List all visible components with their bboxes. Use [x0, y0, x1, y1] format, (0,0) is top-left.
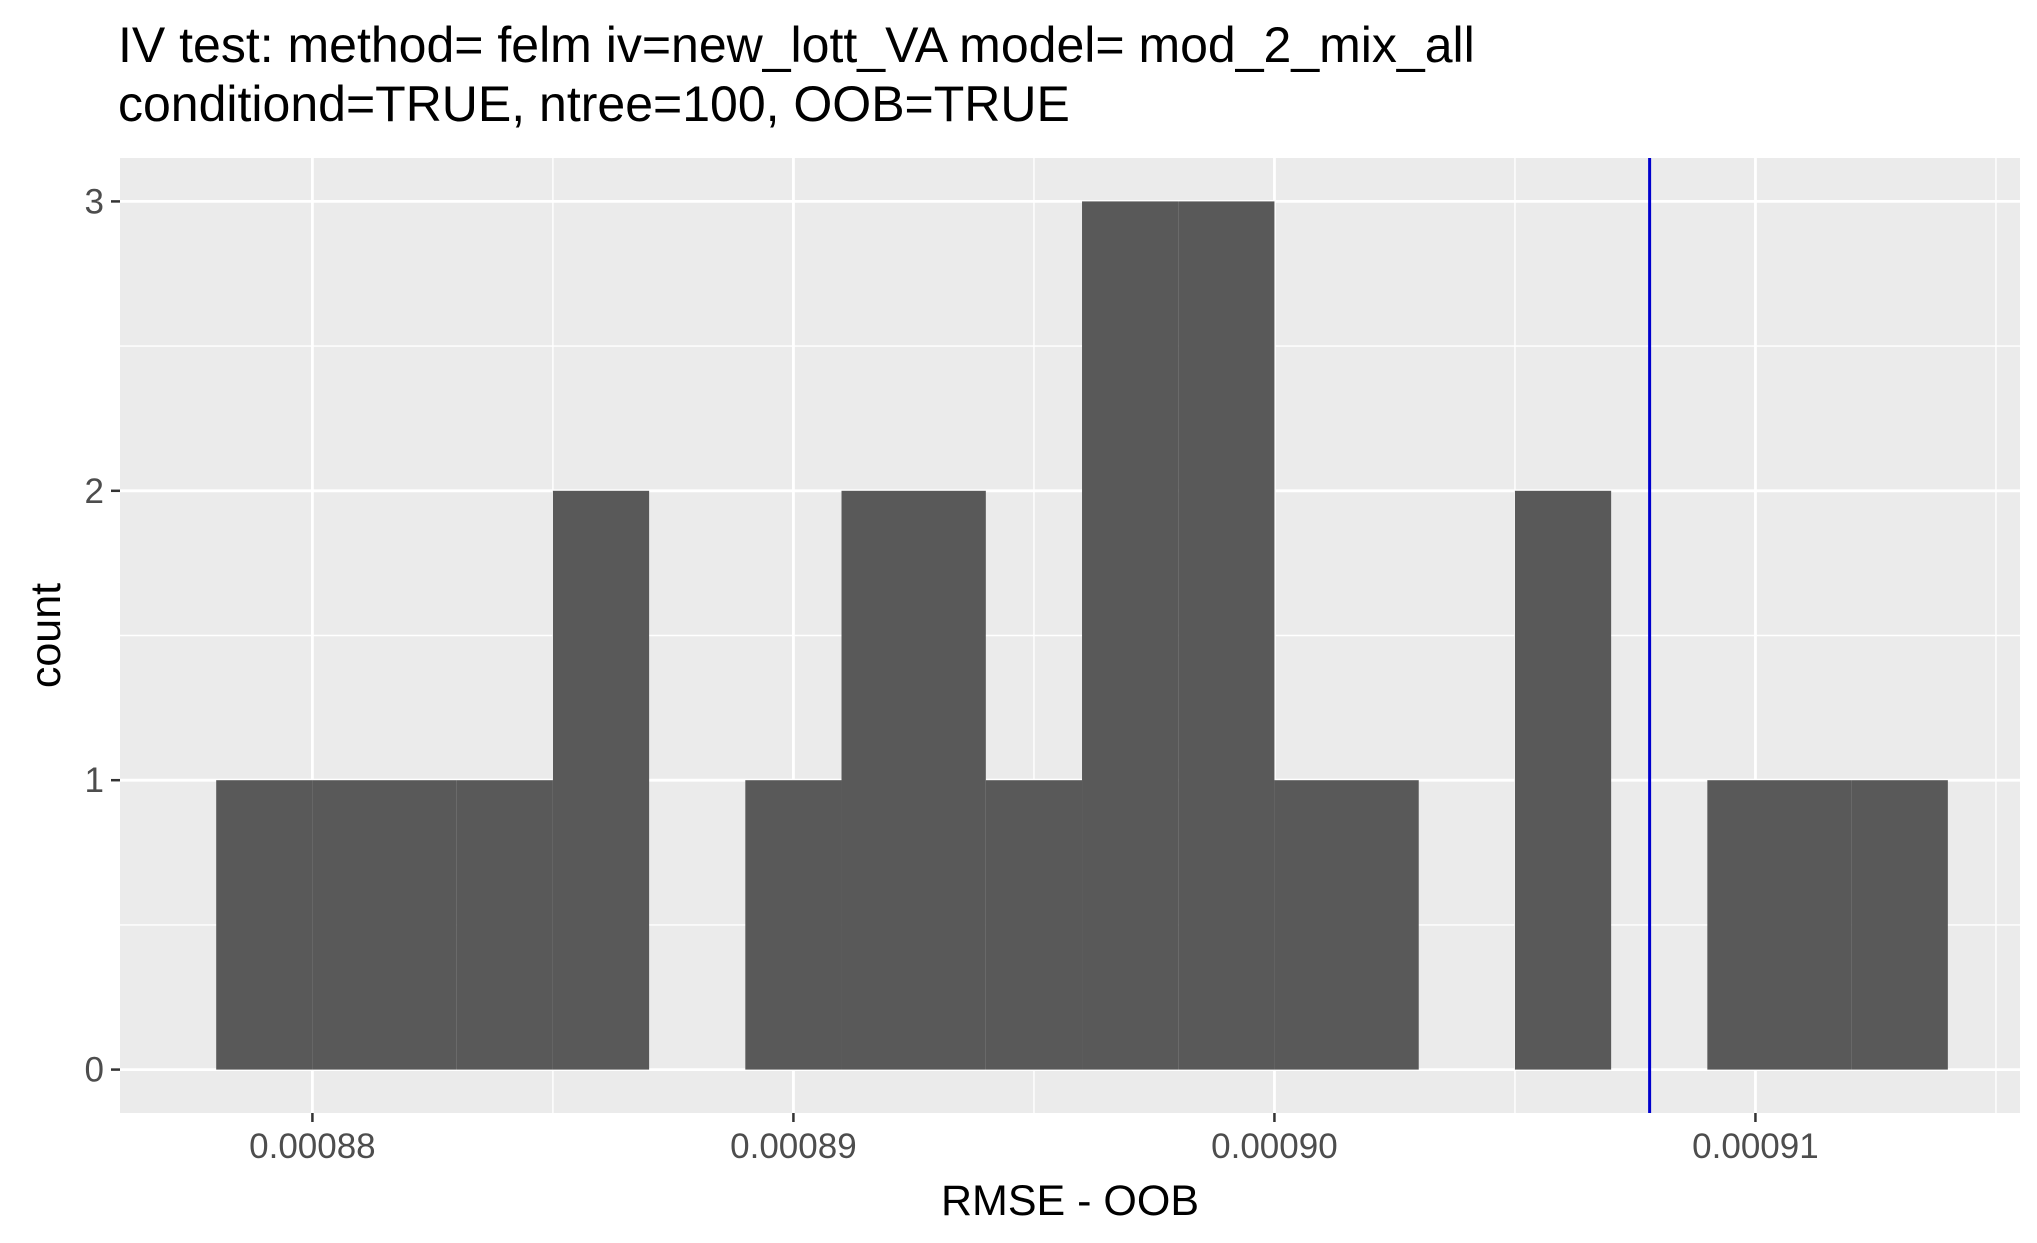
x-tick-label: 0.00091: [1692, 1127, 1819, 1166]
histogram-bar: [1514, 490, 1612, 1070]
histogram-bar: [552, 490, 650, 1070]
y-tick-label: 0: [85, 1051, 104, 1090]
histogram-bar: [216, 780, 313, 1070]
x-tick-label: 0.00090: [1211, 1127, 1338, 1166]
histogram-bars: [216, 201, 1948, 1070]
y-tick-label: 3: [85, 182, 104, 221]
y-axis-ticks: 0 1 2 3: [85, 182, 120, 1090]
histogram-bar: [985, 780, 1083, 1070]
chart-title-line-2: conditiond=TRUE, ntree=100, OOB=TRUE: [118, 76, 1070, 132]
histogram-bar: [312, 780, 457, 1070]
histogram-bar: [841, 490, 986, 1070]
x-tick-label: 0.00088: [249, 1127, 376, 1166]
histogram-bar: [456, 780, 553, 1070]
histogram-bar: [1082, 201, 1179, 1070]
histogram-bar: [1274, 780, 1419, 1070]
chart-title-line-1: IV test: method= felm iv=new_lott_VA mod…: [118, 17, 1475, 73]
x-axis-title: RMSE - OOB: [941, 1177, 1199, 1225]
x-axis-ticks: 0.00088 0.00089 0.00090 0.00091: [249, 1113, 1819, 1166]
y-tick-label: 1: [85, 761, 104, 800]
histogram-bar: [1707, 780, 1852, 1070]
y-axis-title: count: [22, 583, 70, 688]
histogram-bar: [745, 780, 842, 1070]
y-tick-label: 2: [85, 472, 104, 511]
histogram-bar: [1178, 201, 1275, 1070]
histogram-bar: [1851, 780, 1948, 1070]
x-tick-label: 0.00089: [730, 1127, 857, 1166]
